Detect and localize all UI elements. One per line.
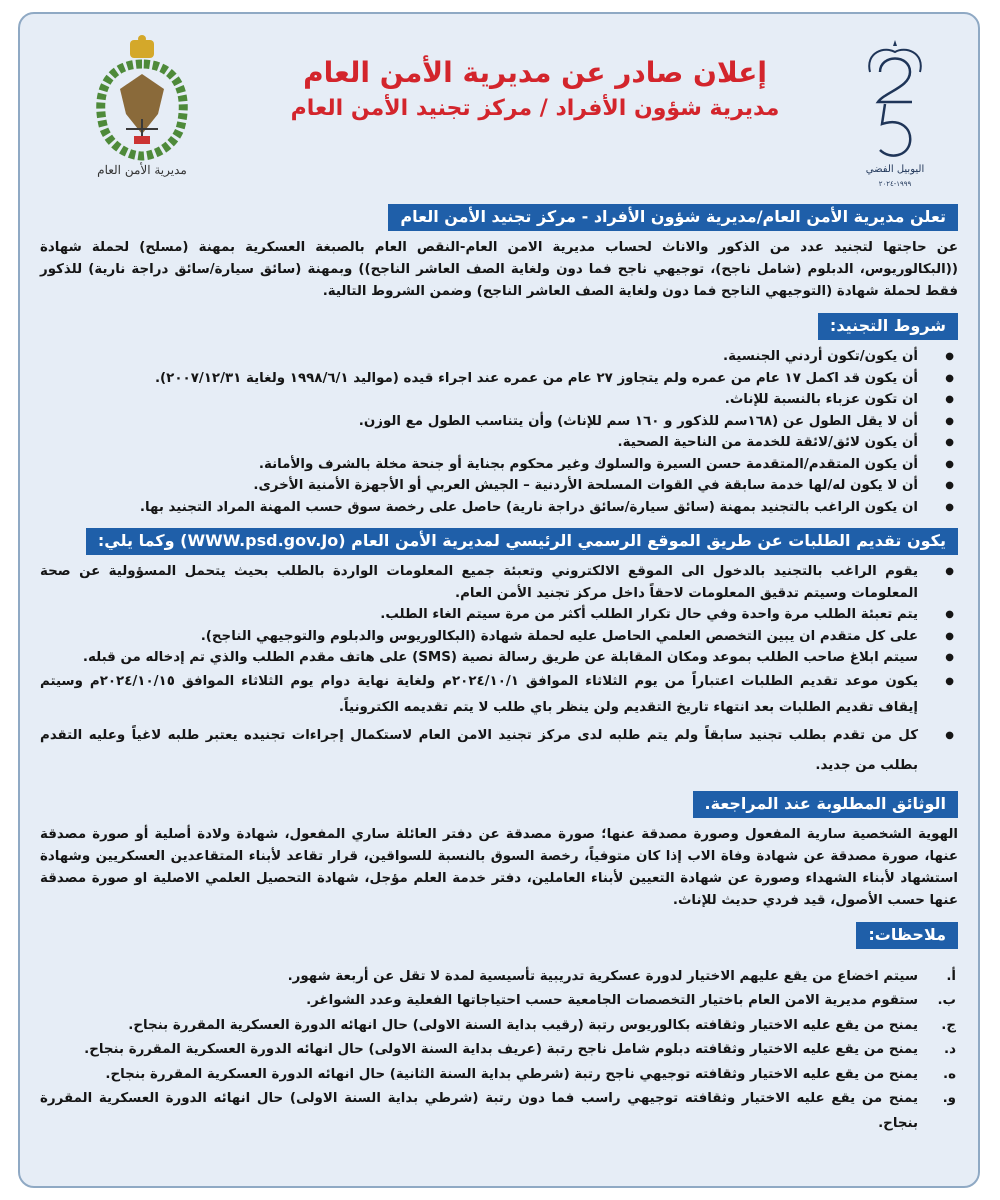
note-text: سيتم اخضاع من يقع عليهم الاختيار لدورة ع… (287, 968, 918, 984)
note-text: يمنح من يقع عليه الاختيار وثقافته بكالور… (128, 1017, 918, 1033)
note-marker: و. (942, 1091, 956, 1106)
note-marker: أ. (946, 968, 956, 984)
conditions-list: أن يكون/تكون أردني الجنسية. أن يكون قد ا… (40, 346, 958, 518)
page-subtitle: مديرية شؤون الأفراد / مركز تجنيد الأمن ا… (290, 96, 780, 121)
announcement-frame: مديرية الأمن العام إعلان صادر عن مديرية … (18, 12, 980, 1188)
documents-section: الوثائق المطلوبة عند المراجعة. الهوية ال… (40, 787, 958, 912)
list-item: ج. يمنح من يقع عليه الاختيار وثقافته بكال… (40, 1014, 958, 1039)
svg-text:اليوبيل الفضي: اليوبيل الفضي (866, 164, 924, 175)
list-item: ان تكون عزباء بالنسبة للإناث. (40, 389, 954, 411)
note-text: يمنح من يقع عليه الاختيار وثقافته توجيهي… (40, 1091, 918, 1131)
note-text: يمنح من يقع عليه الاختيار وثقافته دبلوم … (84, 1042, 918, 1057)
application-section: يكون تقديم الطلبات عن طريق الموقع الرسمي… (40, 524, 958, 781)
list-item: ان يكون الراغب بالتجنيد بمهنة (سائق سيار… (40, 497, 954, 519)
note-marker: د. (944, 1042, 956, 1057)
section-heading: شروط التجنيد: (817, 313, 958, 340)
section-heading: تعلن مديرية الأمن العام/مديرية شؤون الأف… (388, 204, 958, 231)
list-item: كل من تقدم بطلب تجنيد سابقاً ولم يتم طلب… (40, 721, 958, 781)
list-item: سيتم ابلاغ صاحب الطلب بموعد ومكان المقاب… (40, 647, 958, 669)
list-item: أن لا يقل الطول عن (١٦٨سم للذكور و ١٦٠ س… (40, 411, 954, 433)
silver-jubilee-logo: اليوبيل الفضي ١٩٩٩-٢٠٢٤ (866, 40, 924, 188)
list-item: أن يكون المتقدم/المتقدمة حسن السيرة والس… (40, 454, 954, 476)
conditions-section: شروط التجنيد: أن يكون/تكون أردني الجنسية… (40, 309, 958, 518)
list-item: أن لا يكون له/لها خدمة سابقة في القوات ا… (40, 475, 954, 497)
list-item: ه. يمنح من يقع عليه الاختيار وثقافته توجي… (40, 1063, 958, 1088)
note-marker: ج. (941, 1017, 956, 1033)
list-item: د. يمنح من يقع عليه الاختيار وثقافته دبلو… (40, 1038, 958, 1063)
list-item: أ. سيتم اخضاع من يقع عليهم الاختيار لدورة… (40, 965, 958, 990)
note-marker: ه. (943, 1066, 956, 1082)
svg-text:مديرية الأمن العام: مديرية الأمن العام (97, 162, 187, 177)
psd-emblem-logo: مديرية الأمن العام (96, 35, 188, 177)
note-marker: ب. (937, 993, 956, 1008)
notes-section: ملاحظات: أ. سيتم اخضاع من يقع عليهم الاخت… (40, 918, 958, 1137)
svg-text:١٩٩٩-٢٠٢٤: ١٩٩٩-٢٠٢٤ (879, 180, 912, 188)
announcement-body: تعلن مديرية الأمن العام/مديرية شؤون الأف… (40, 200, 958, 1136)
note-text: ستقوم مديرية الامن العام باختيار التخصصا… (306, 993, 918, 1008)
list-item: أن يكون/تكون أردني الجنسية. (40, 346, 954, 368)
application-list: يقوم الراغب بالتجنيد بالدخول الى الموقع … (40, 561, 958, 781)
header: مديرية الأمن العام إعلان صادر عن مديرية … (20, 14, 978, 189)
intro-section: تعلن مديرية الأمن العام/مديرية شؤون الأف… (40, 200, 958, 303)
section-heading: الوثائق المطلوبة عند المراجعة. (692, 790, 958, 818)
list-item: يكون موعد تقديم الطلبات اعتباراً من يوم … (40, 669, 958, 721)
note-text: يمنح من يقع عليه الاختيار وثقافته توجيهي… (105, 1066, 918, 1082)
page-title: إعلان صادر عن مديرية الأمن العام (303, 56, 767, 89)
list-item: يقوم الراغب بالتجنيد بالدخول الى الموقع … (40, 561, 958, 604)
section-heading: ملاحظات: (856, 921, 958, 949)
list-item: أن يكون قد اكمل ١٧ عام من عمره ولم يتجاو… (40, 368, 954, 390)
list-item: أن يكون لائق/لائقة للخدمة من الناحية الص… (40, 432, 954, 454)
list-item: على كل متقدم ان يبين التخصص العلمي الحاص… (40, 626, 958, 648)
section-heading: يكون تقديم الطلبات عن طريق الموقع الرسمي… (85, 528, 958, 555)
list-item: و. يمنح من يقع عليه الاختيار وثقافته توجي… (40, 1087, 958, 1136)
list-item: يتم تعبئة الطلب مرة واحدة وفي حال تكرار … (40, 604, 958, 626)
notes-list: أ. سيتم اخضاع من يقع عليهم الاختيار لدورة… (40, 965, 958, 1137)
list-item: ب. ستقوم مديرية الامن العام باختيار التخص… (40, 989, 958, 1014)
documents-text: الهوية الشخصية سارية المفعول وصورة مصدقة… (40, 826, 958, 908)
intro-text: عن حاجتها لتجنيد عدد من الذكور والاناث ل… (40, 240, 958, 299)
